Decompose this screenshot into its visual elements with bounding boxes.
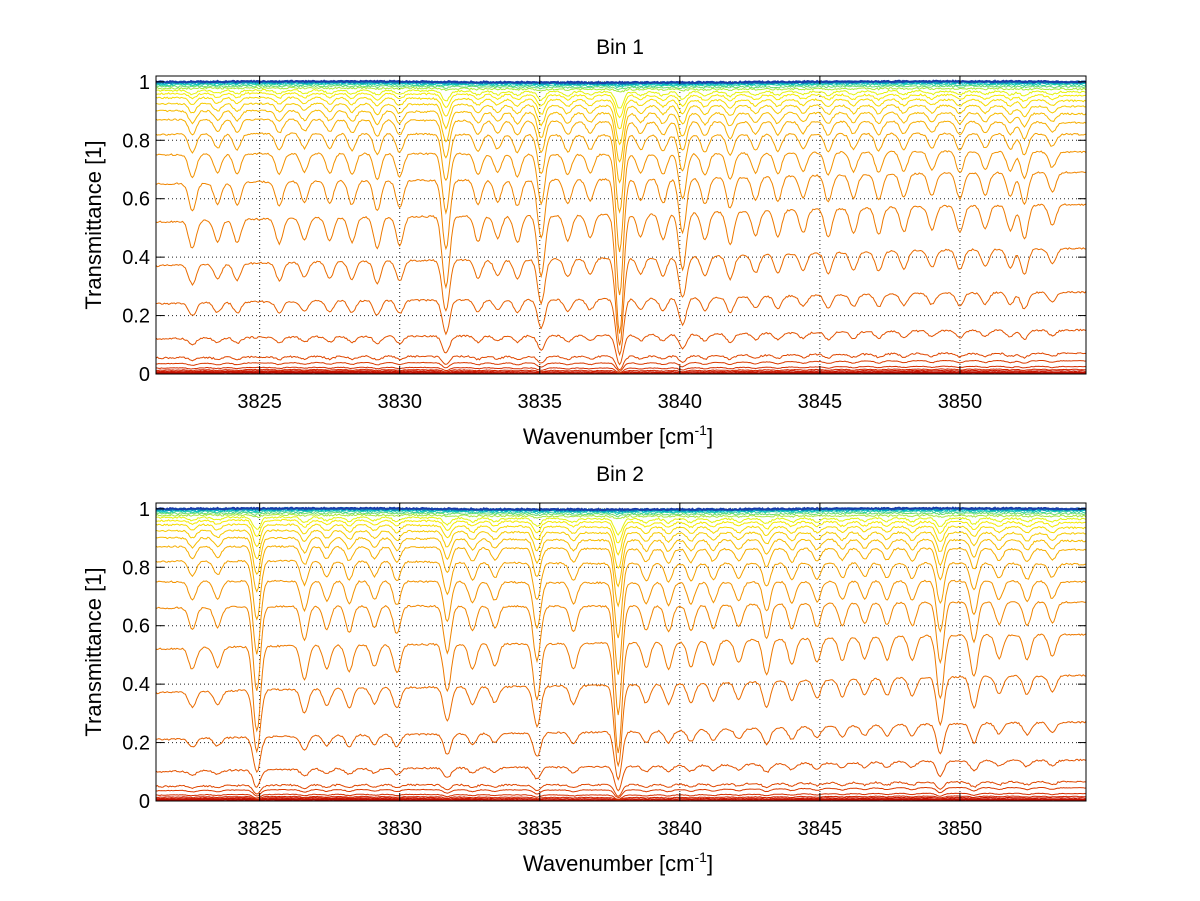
y-tick-label: 0.2 [122,733,150,755]
series-line [156,150,1087,253]
x-axis-label-base: Wavenumber [cm [523,851,695,876]
series-line [155,513,1087,520]
y-tick-label: 0.6 [122,189,150,211]
chart-title: Bin 2 [596,463,644,486]
y-axis-label: Transmittance [1] [81,140,106,309]
x-axis-label-close: ] [707,851,713,876]
y-tick-label: 0.4 [122,247,150,269]
series-line [155,559,1087,639]
x-tick-label: 3840 [658,391,703,413]
series-line [155,96,1087,130]
chart-title: Bin 1 [596,36,644,59]
series-line [155,674,1087,768]
series-line [155,79,1087,85]
series-line [155,758,1087,792]
x-tick-labels: 3825 3830 3835 3840 3845 3850 [237,818,982,840]
x-tick-label: 3845 [798,818,843,840]
series-line [155,720,1087,781]
series-line [155,88,1087,109]
series-line [155,328,1087,366]
series-line [155,536,1087,588]
x-axis-label-exponent: -1 [695,422,708,438]
x-tick-label: 3830 [377,818,422,840]
y-tick-label: 0 [139,364,150,386]
x-axis-label-close: ] [707,424,713,449]
series-line [155,511,1087,518]
series-lines [155,506,1087,802]
series-line [155,109,1087,163]
series-line [155,633,1087,754]
plot-frame [155,502,1087,802]
series-line [155,529,1087,569]
series-line [156,786,1087,799]
series-line [155,518,1087,544]
series-line [155,82,1086,89]
series-line [155,600,1087,716]
x-tick-label: 3835 [518,391,563,413]
y-tick-labels: 0 0.2 0.4 0.6 0.8 1 [122,72,150,386]
x-tick-label: 3825 [237,391,282,413]
series-line [155,86,1087,93]
series-line [156,359,1087,372]
series-line [155,352,1087,371]
series-line [155,780,1087,797]
x-tick-label: 3845 [798,391,843,413]
x-axis-label: Wavenumber [cm-1] [523,849,713,876]
series-line [155,171,1087,296]
y-tick-label: 1 [139,499,150,521]
tick-marks [156,503,1086,802]
x-tick-label: 3850 [938,818,983,840]
y-tick-label: 0.8 [122,557,150,579]
x-tick-labels: 3825 3830 3835 3840 3845 3850 [237,391,982,413]
series-line [155,102,1087,146]
x-tick-label: 3830 [377,391,422,413]
series-line [155,118,1087,184]
series-line [155,515,1087,536]
series-line [155,509,1086,516]
y-tick-label: 0 [139,791,150,813]
x-axis-label-base: Wavenumber [cm [523,424,695,449]
series-line [155,792,1087,800]
series-line [155,506,1087,512]
y-tick-label: 0.8 [122,130,150,152]
y-tick-label: 1 [139,72,150,94]
x-tick-label: 3850 [938,391,983,413]
x-tick-label: 3825 [237,818,282,840]
y-tick-label: 0.6 [122,616,150,638]
series-line [155,247,1087,346]
series-line [155,523,1087,556]
tick-marks [156,76,1086,375]
x-axis-label-exponent: -1 [695,849,708,865]
y-tick-labels: 0 0.2 0.4 0.6 0.8 1 [122,499,150,813]
y-tick-label: 0.2 [122,306,150,328]
x-axis-label: Wavenumber [cm-1] [523,422,713,449]
x-tick-label: 3840 [658,818,703,840]
series-line [155,365,1087,374]
y-axis-label: Transmittance [1] [81,567,106,736]
plot-frame [155,75,1087,375]
series-line [155,132,1087,214]
y-tick-label: 0.4 [122,674,150,696]
series-line [155,84,1087,91]
series-line [155,91,1087,119]
series-line [155,203,1087,334]
chart-panel-bin-1: Bin 1 3825 3830 3835 3840 3845 3850 0 0.2 0.4 0.… [81,36,1087,449]
series-line [156,579,1087,675]
series-line [156,795,1087,801]
series-line [155,544,1087,608]
x-tick-label: 3835 [518,818,563,840]
chart-panel-bin-2: Bin 2 3825 3830 3835 3840 3845 3850 0 0.2 0.4 0.… [81,463,1087,876]
series-line [155,796,1086,801]
series-line [155,290,1087,357]
